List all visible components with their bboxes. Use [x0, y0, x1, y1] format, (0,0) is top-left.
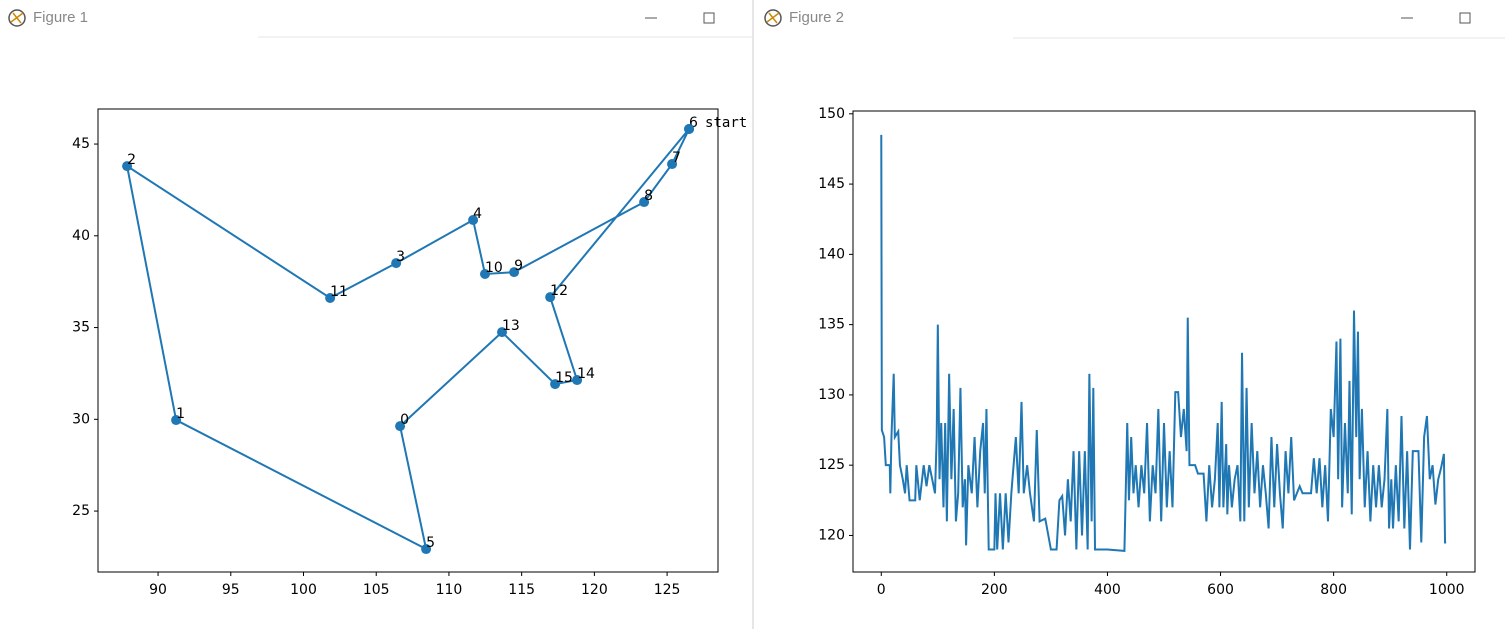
window-2 [755, 0, 1505, 629]
point [122, 161, 133, 172]
x-tick-label: 115 [508, 582, 535, 598]
point-label: 3 [396, 249, 405, 265]
point-label: 11 [330, 284, 348, 300]
x-tick-label: 800 [1320, 582, 1347, 598]
x-tick-label: 200 [981, 582, 1008, 598]
x-tick-label: 600 [1207, 582, 1234, 598]
app-icon [764, 9, 782, 27]
y-tick-label: 35 [72, 320, 90, 336]
data-line [880, 134, 1447, 553]
point-label: 14 [577, 366, 595, 382]
point [395, 421, 406, 432]
y-tick-label: 140 [818, 246, 845, 262]
point [480, 268, 491, 279]
point-label: 4 [473, 206, 482, 222]
maximize-button[interactable] [703, 12, 715, 24]
point-label: 13 [502, 318, 520, 334]
app-icon [8, 9, 26, 27]
y-tick-label: 135 [818, 317, 845, 333]
point-label: 12 [550, 283, 568, 299]
point-label: 2 [127, 152, 136, 168]
point-label: 10 [485, 260, 503, 276]
x-tick-label: 90 [149, 582, 167, 598]
x-tick-label: 105 [363, 582, 390, 598]
point-label: 7 [672, 150, 681, 166]
y-tick-label: 40 [72, 228, 90, 244]
point [550, 379, 561, 390]
y-tick-label: 30 [72, 411, 90, 427]
y-tick-label: 45 [72, 136, 90, 152]
point [545, 292, 556, 303]
x-tick-label: 0 [877, 582, 886, 598]
y-tick-label: 125 [818, 457, 845, 473]
x-tick-label: 110 [436, 582, 463, 598]
x-tick-label: 100 [290, 582, 317, 598]
y-tick-label: 25 [72, 503, 90, 519]
annotation: start [705, 115, 747, 131]
window-title: Figure 2 [789, 9, 844, 26]
point-label: 1 [176, 406, 185, 422]
point [171, 415, 182, 426]
point-label: 0 [400, 412, 409, 428]
window-title: Figure 1 [33, 9, 88, 26]
point-label: 15 [555, 370, 573, 386]
plot-frame [97, 108, 719, 573]
y-tick-label: 145 [818, 176, 845, 192]
point-label: 5 [426, 535, 435, 551]
point-label: 9 [514, 258, 523, 274]
x-tick-label: 1000 [1429, 582, 1465, 598]
plot-frame [852, 110, 1476, 573]
point [639, 197, 650, 208]
y-tick-label: 120 [818, 527, 845, 543]
y-tick-label: 150 [818, 106, 845, 122]
point-label: 8 [644, 188, 653, 204]
x-tick-label: 95 [222, 582, 240, 598]
x-tick-label: 400 [1094, 582, 1121, 598]
point [468, 215, 479, 226]
point [497, 327, 508, 338]
x-tick-label: 125 [654, 582, 681, 598]
point [421, 544, 432, 555]
point [391, 258, 402, 269]
x-tick-label: 120 [581, 582, 608, 598]
point [509, 267, 520, 278]
point [667, 159, 678, 170]
window-1 [0, 0, 752, 629]
point [572, 375, 583, 386]
y-tick-label: 130 [818, 387, 845, 403]
point-label: 6 [689, 115, 698, 131]
point [325, 293, 336, 304]
point [684, 124, 695, 135]
maximize-button[interactable] [1459, 12, 1471, 24]
